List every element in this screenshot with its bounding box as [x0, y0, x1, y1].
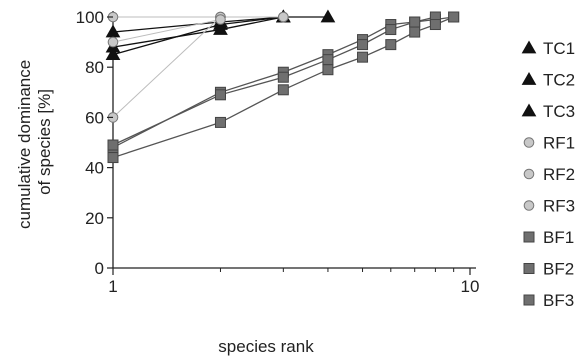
y-tick-label-60: 60: [85, 108, 104, 127]
legend-marker-BF3: [524, 295, 534, 305]
legend-item-RF1: RF1: [524, 134, 575, 153]
legend-marker-RF3: [524, 201, 534, 211]
y-tick-label-20: 20: [85, 209, 104, 228]
point-RF3-2: [216, 15, 226, 25]
legend-item-TC1: TC1: [523, 39, 576, 58]
point-RF3-1: [108, 37, 118, 47]
legend-marker-BF2: [524, 264, 534, 274]
x-tick-label-10: 10: [461, 277, 480, 296]
x-tick-label-1: 1: [108, 277, 117, 296]
point-BF2-6: [386, 25, 396, 35]
legend-label-TC3: TC3: [543, 102, 575, 121]
y-tick-label-40: 40: [85, 159, 104, 178]
legend-marker-RF1: [524, 138, 534, 148]
legend-marker-TC3: [523, 105, 536, 116]
point-RF2-3: [279, 12, 289, 22]
point-BF3-1: [108, 153, 118, 163]
legend-label-BF3: BF3: [543, 291, 574, 310]
point-TC1-4: [321, 11, 334, 22]
y-axis-title: cumulative dominance of species [%]: [15, 55, 54, 229]
series-line-TC3: [113, 17, 283, 47]
legend-item-TC3: TC3: [523, 102, 576, 121]
point-BF3-4: [323, 65, 333, 75]
legend-item-RF3: RF3: [524, 197, 575, 216]
legend: TC1 TC2 TC3 RF1 RF2 RF3 BF1 BF2 BF3: [523, 39, 576, 310]
legend-item-TC2: TC2: [523, 71, 576, 90]
x-axis-title: species rank: [218, 337, 314, 356]
point-BF3-2: [215, 117, 225, 127]
legend-item-BF1: BF1: [524, 228, 574, 247]
legend-label-BF1: BF1: [543, 228, 574, 247]
legend-item-RF2: RF2: [524, 165, 575, 184]
legend-marker-TC2: [523, 73, 536, 84]
y-tick-label-80: 80: [85, 58, 104, 77]
point-BF2-2: [215, 90, 225, 100]
point-BF3-6: [386, 40, 396, 50]
legend-label-RF2: RF2: [543, 165, 575, 184]
y-axis-title-line-2: of species [%]: [35, 89, 54, 195]
legend-label-RF3: RF3: [543, 197, 575, 216]
y-axis-title-line-1: cumulative dominance: [15, 60, 34, 229]
point-BF2-3: [278, 72, 288, 82]
legend-item-BF2: BF2: [524, 260, 574, 279]
legend-marker-TC1: [523, 42, 536, 53]
legend-marker-BF1: [524, 232, 534, 242]
legend-label-RF1: RF1: [543, 134, 575, 153]
point-BF2-7: [410, 17, 420, 27]
series-markers: [107, 11, 459, 163]
legend-label-TC1: TC1: [543, 39, 575, 58]
point-BF2-5: [358, 40, 368, 50]
legend-label-BF2: BF2: [543, 260, 574, 279]
legend-marker-RF2: [524, 169, 534, 179]
point-BF3-5: [358, 52, 368, 62]
point-BF2-1: [108, 140, 118, 150]
legend-label-TC2: TC2: [543, 71, 575, 90]
point-BF3-9: [449, 12, 459, 22]
point-BF2-4: [323, 55, 333, 65]
legend-item-BF3: BF3: [524, 291, 574, 310]
series-line-BF2: [113, 17, 435, 145]
point-BF3-8: [430, 20, 440, 30]
y-tick-label-100: 100: [76, 8, 104, 27]
point-BF3-7: [410, 27, 420, 37]
y-tick-label-0: 0: [95, 259, 104, 278]
point-BF3-3: [278, 85, 288, 95]
axis-ticks: 0 20 40 60 80 100 1 10: [76, 8, 480, 296]
